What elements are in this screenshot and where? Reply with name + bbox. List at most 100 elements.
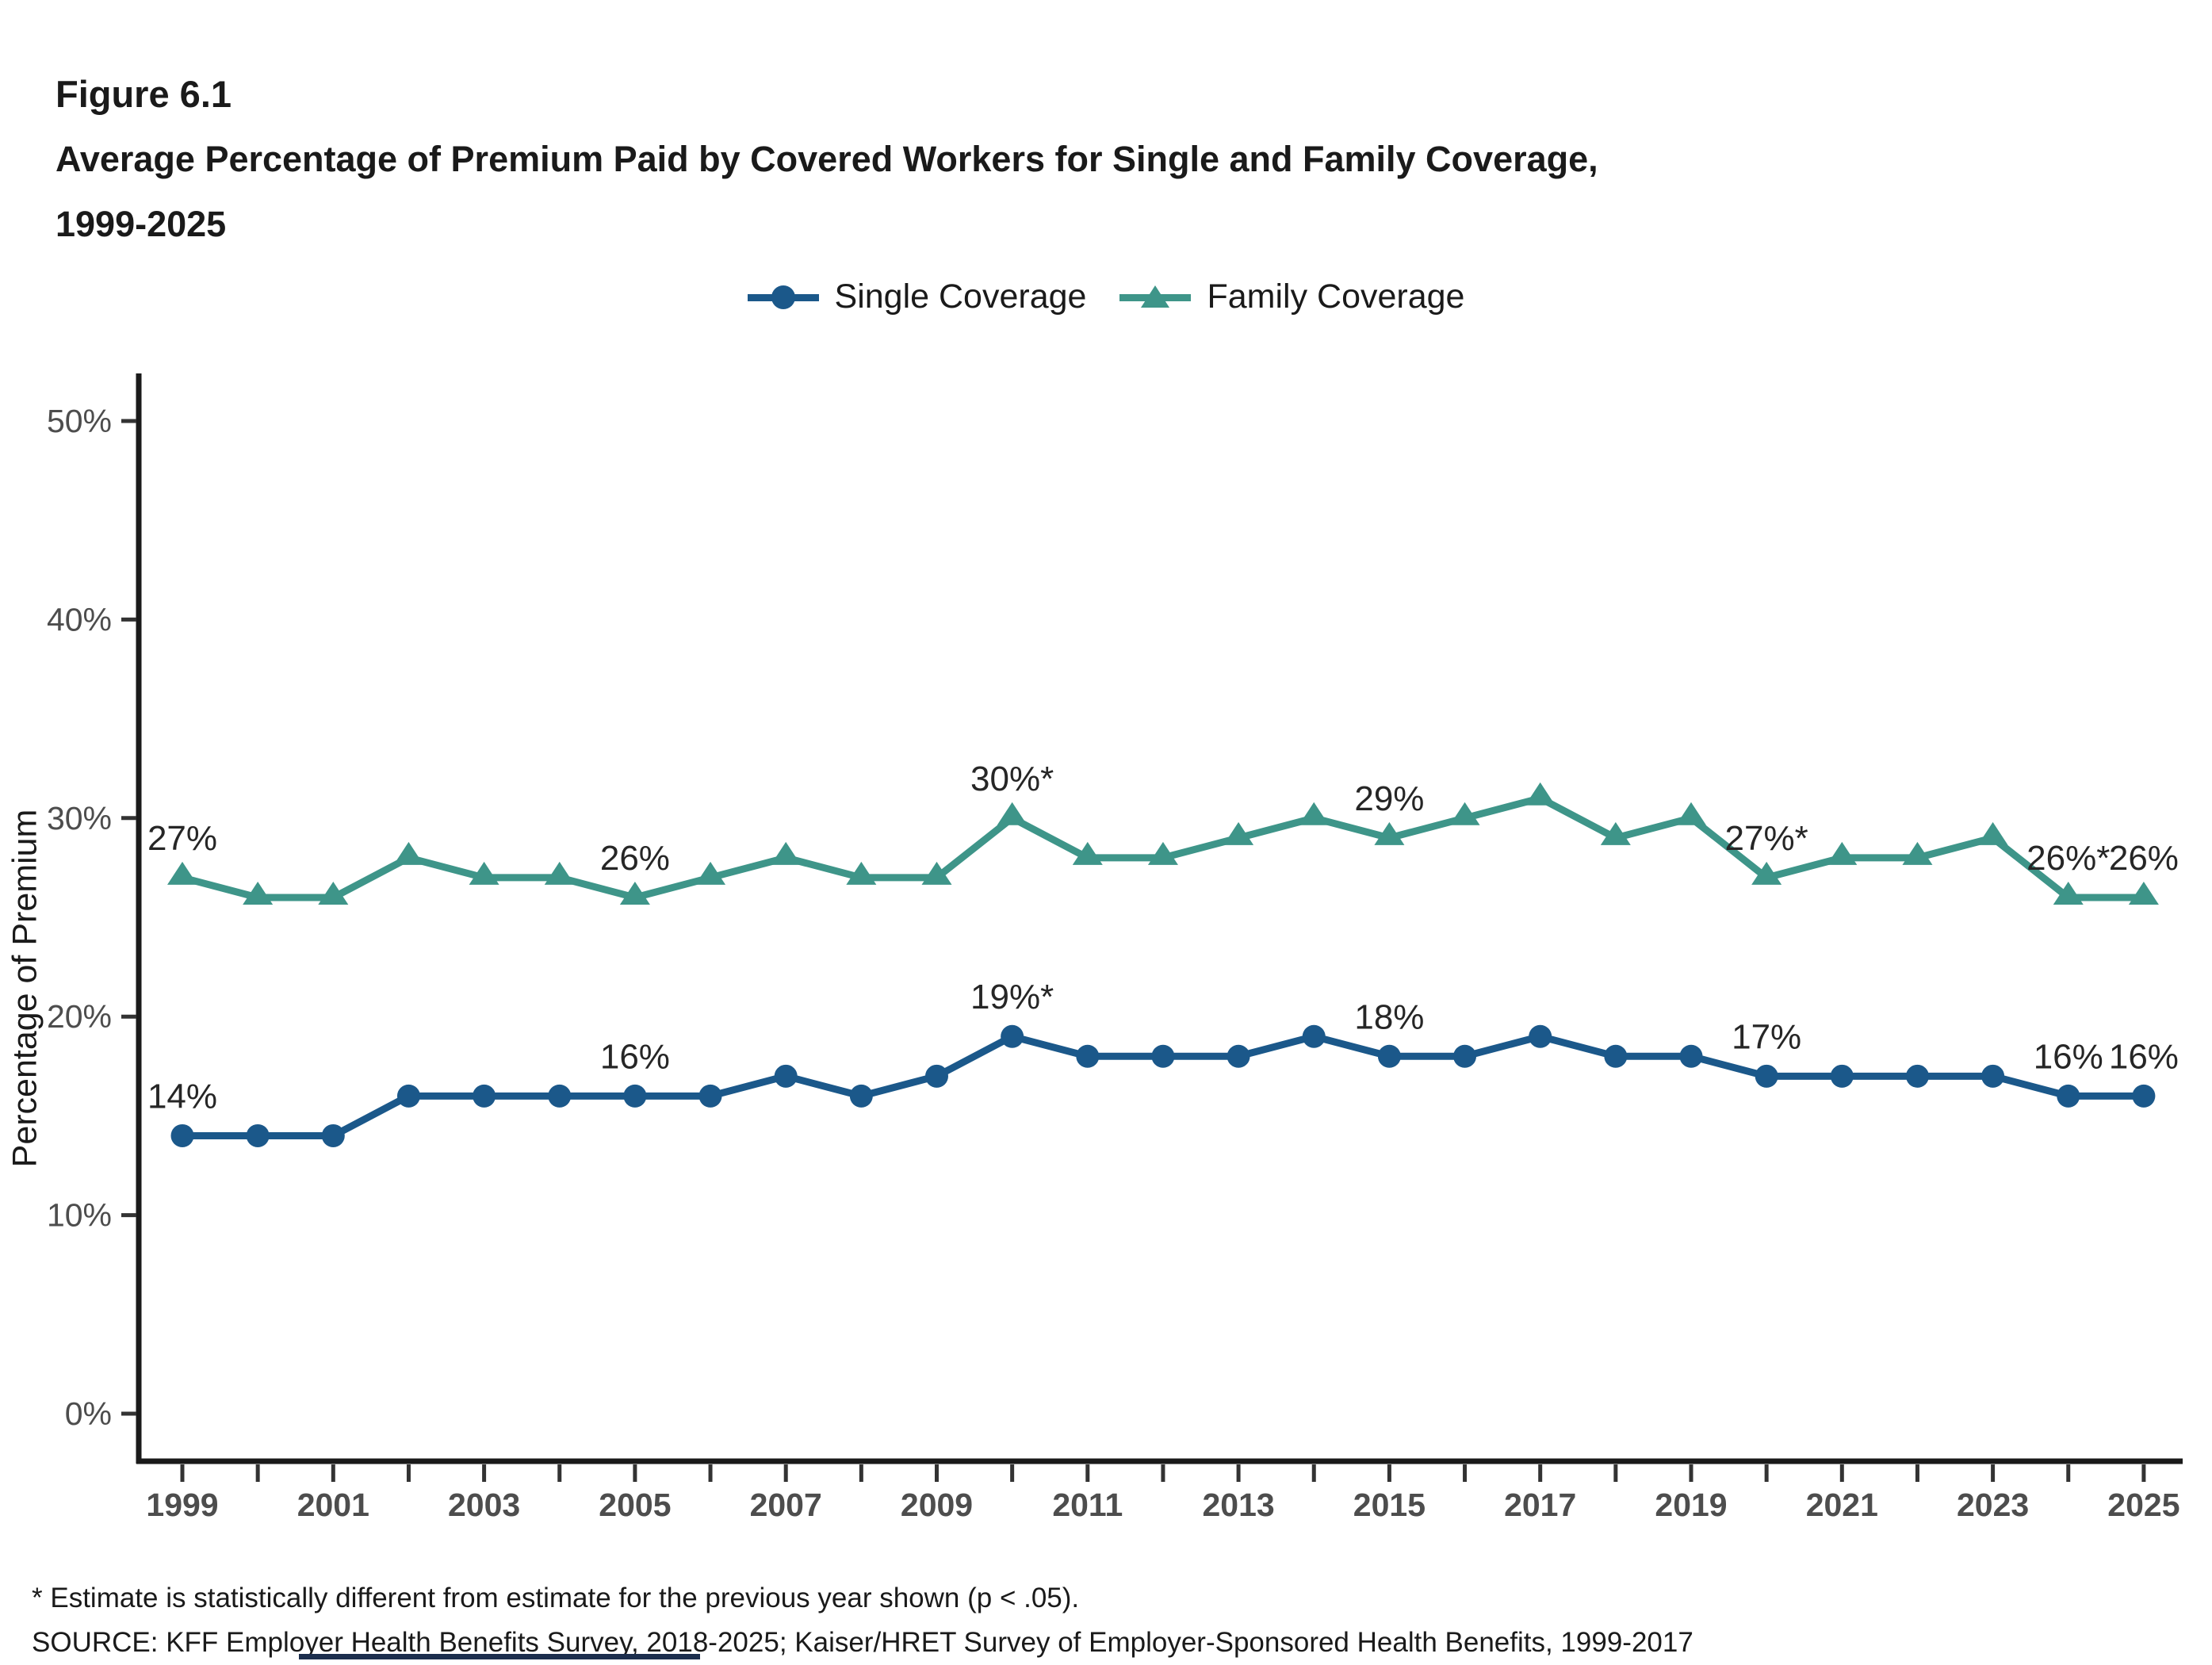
single-coverage-circle-marker-icon [747, 284, 819, 311]
title-block: Figure 6.1 Average Percentage of Premium… [55, 62, 1598, 257]
y-tick-label: 0% [65, 1395, 112, 1432]
cropped-bottom-element [299, 1654, 700, 1659]
family-coverage-point-2013 [1223, 821, 1254, 845]
x-tick-label: 2015 [1353, 1487, 1426, 1523]
family-coverage-point-1999 [167, 861, 197, 885]
family-coverage-point-2011 [1072, 841, 1103, 865]
x-tick-label: 2003 [448, 1487, 520, 1523]
family-coverage-point-2025 [2128, 881, 2159, 905]
data-label: 18% [1354, 997, 1424, 1036]
x-tick-label: 2007 [750, 1487, 822, 1523]
figure-title-line1: Average Percentage of Premium Paid by Co… [55, 139, 1598, 179]
single-coverage-point-2014 [1302, 1024, 1326, 1048]
x-tick-label: 2013 [1202, 1487, 1274, 1523]
data-label: 17% [1732, 1017, 1801, 1056]
family-coverage-point-2016 [1449, 802, 1480, 825]
single-coverage-point-2010 [1001, 1024, 1024, 1048]
x-tick-label: 2021 [1806, 1487, 1878, 1523]
single-coverage-point-2019 [1679, 1044, 1703, 1068]
family-coverage-point-2000 [243, 881, 274, 905]
data-label: 26% [600, 839, 670, 878]
x-tick-label: 2025 [2107, 1487, 2179, 1523]
family-coverage-point-2021 [1827, 841, 1858, 865]
x-tick-label: 2001 [297, 1487, 369, 1523]
footnotes: * Estimate is statistically different fr… [32, 1576, 1693, 1665]
data-label: 30%* [970, 760, 1054, 798]
single-coverage-point-2003 [473, 1084, 496, 1108]
data-label: 29% [1354, 779, 1424, 818]
family-coverage-point-2002 [393, 841, 424, 865]
single-coverage-point-2008 [849, 1084, 873, 1108]
single-coverage-point-2022 [1905, 1064, 1929, 1088]
legend-label-single-coverage: Single Coverage [834, 278, 1087, 316]
y-tick-label: 50% [47, 403, 112, 439]
single-coverage-point-2021 [1830, 1064, 1854, 1088]
family-coverage-triangle-marker-icon [1119, 284, 1192, 311]
y-tick-label: 10% [47, 1197, 112, 1234]
y-tick-label: 30% [47, 800, 112, 836]
legend-item-family-coverage: Family Coverage [1119, 278, 1464, 316]
x-tick-label: 2011 [1052, 1487, 1123, 1523]
family-coverage-point-2012 [1147, 841, 1178, 865]
x-tick-label: 2009 [901, 1487, 973, 1523]
single-coverage-point-1999 [170, 1123, 194, 1147]
single-coverage-point-2025 [2132, 1084, 2156, 1108]
chart-legend: Single Coverage Family Coverage [0, 278, 2212, 316]
single-coverage-point-2001 [321, 1123, 345, 1147]
single-coverage-point-2002 [396, 1084, 420, 1108]
single-coverage-point-2016 [1453, 1044, 1477, 1068]
family-coverage-point-2008 [846, 861, 877, 885]
family-coverage-point-2014 [1299, 802, 1330, 825]
x-tick-label: 2019 [1655, 1487, 1727, 1523]
asterisk-footnote: * Estimate is statistically different fr… [32, 1583, 1080, 1613]
single-coverage-point-2000 [246, 1123, 270, 1147]
data-label: 16% [2109, 1037, 2179, 1076]
single-coverage-point-2018 [1604, 1044, 1628, 1068]
family-coverage-point-2001 [318, 881, 349, 905]
family-coverage-point-2006 [695, 861, 726, 885]
single-coverage-point-2011 [1076, 1044, 1100, 1068]
family-coverage-point-2023 [1977, 821, 2008, 845]
legend-label-family-coverage: Family Coverage [1207, 278, 1465, 316]
family-coverage-point-2010 [997, 802, 1028, 825]
x-tick-label: 2023 [1957, 1487, 2029, 1523]
family-coverage-point-2005 [619, 881, 650, 905]
family-coverage-point-2022 [1902, 841, 1933, 865]
x-tick-label: 2017 [1504, 1487, 1576, 1523]
single-coverage-point-2013 [1227, 1044, 1250, 1068]
x-tick-label: 1999 [146, 1487, 218, 1523]
single-coverage-point-2004 [548, 1084, 572, 1108]
family-coverage-point-2019 [1676, 802, 1706, 825]
figure-label: Figure 6.1 [55, 73, 232, 115]
single-coverage-point-2007 [774, 1064, 798, 1088]
data-label: 27% [147, 819, 217, 858]
single-coverage-point-2024 [2057, 1084, 2080, 1108]
data-label: 26%* [2026, 839, 2110, 878]
single-coverage-point-2005 [623, 1084, 647, 1108]
family-coverage-point-2020 [1751, 861, 1782, 885]
data-label: 19%* [970, 978, 1054, 1016]
single-coverage-point-2015 [1377, 1044, 1401, 1068]
single-coverage-point-2017 [1529, 1024, 1552, 1048]
family-coverage-point-2024 [2053, 881, 2084, 905]
source-footnote: SOURCE: KFF Employer Health Benefits Sur… [32, 1627, 1693, 1658]
data-label: 16% [2034, 1037, 2103, 1076]
data-label: 26% [2109, 839, 2179, 878]
legend-item-single-coverage: Single Coverage [747, 278, 1087, 316]
family-coverage-point-2004 [544, 861, 575, 885]
y-tick-label: 40% [47, 601, 112, 637]
single-coverage-point-2020 [1755, 1064, 1778, 1088]
family-coverage-point-2018 [1600, 821, 1631, 845]
family-coverage-point-2015 [1374, 821, 1405, 845]
single-coverage-point-2012 [1151, 1044, 1175, 1068]
figure-title-line2: 1999-2025 [55, 204, 227, 244]
family-coverage-point-2003 [469, 861, 499, 885]
y-tick-label: 20% [47, 998, 112, 1035]
family-coverage-point-2009 [921, 861, 952, 885]
data-label: 16% [600, 1037, 670, 1076]
data-label: 14% [147, 1077, 217, 1116]
family-coverage-point-2017 [1525, 782, 1556, 806]
x-tick-label: 2005 [599, 1487, 671, 1523]
data-label: 27%* [1725, 819, 1808, 858]
